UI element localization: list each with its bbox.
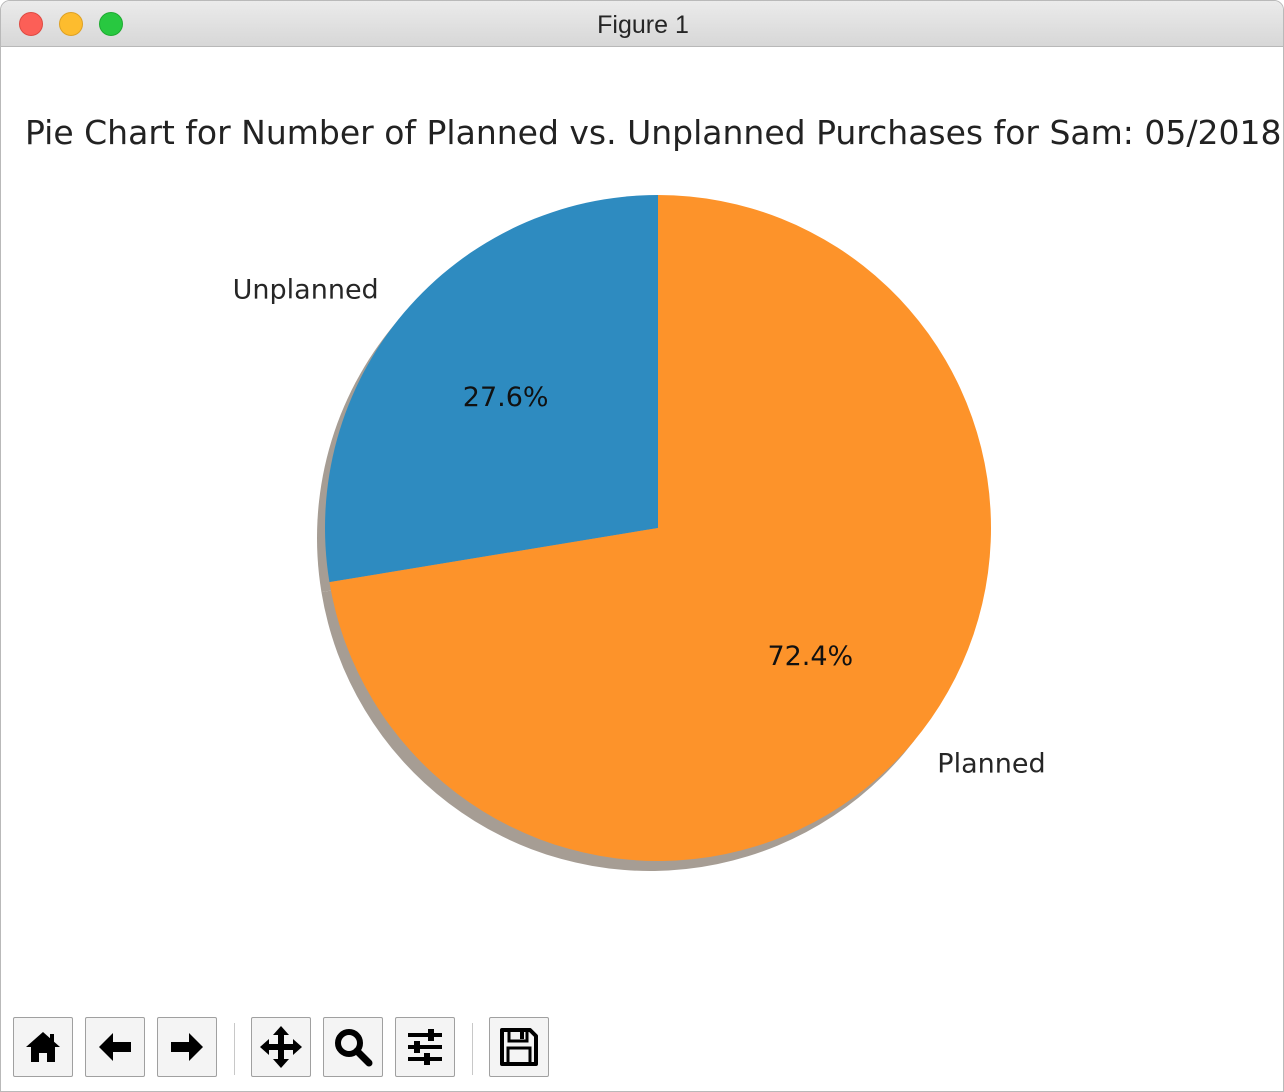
pan-button[interactable] — [251, 1017, 311, 1077]
arrow-left-icon — [99, 1033, 131, 1061]
pie-slice-planned — [329, 195, 992, 862]
title-bar: Figure 1 — [1, 1, 1283, 47]
minimize-window-button[interactable] — [59, 12, 83, 36]
zoom-button[interactable] — [323, 1017, 383, 1077]
configure-subplots-button[interactable] — [395, 1017, 455, 1077]
pie-percent-label-planned: 72.4% — [767, 641, 853, 672]
home-button[interactable] — [13, 1017, 73, 1077]
save-button[interactable] — [489, 1017, 549, 1077]
back-button[interactable] — [85, 1017, 145, 1077]
toolbar-separator — [472, 1023, 473, 1075]
arrow-right-icon — [171, 1033, 203, 1061]
pie-label-unplanned: Unplanned — [233, 274, 379, 305]
sliders-icon — [408, 1029, 442, 1065]
navigation-toolbar — [1, 1009, 1283, 1091]
pie-slice-unplanned — [325, 195, 658, 583]
pie-slices — [325, 195, 992, 862]
pie-labels: Unplanned 27.6% Planned 72.4% — [233, 274, 1046, 779]
move-icon — [260, 1026, 302, 1068]
toolbar-separator — [234, 1023, 235, 1075]
floppy-disk-icon — [500, 1028, 538, 1066]
magnifier-icon — [335, 1029, 373, 1067]
figure-canvas: Pie Chart for Number of Planned vs. Unpl… — [1, 47, 1283, 1009]
home-icon — [26, 1032, 60, 1062]
chart-title: Pie Chart for Number of Planned vs. Unpl… — [25, 113, 1281, 152]
pie-percent-label-unplanned: 27.6% — [463, 382, 549, 413]
forward-button[interactable] — [157, 1017, 217, 1077]
pie-chart: Pie Chart for Number of Planned vs. Unpl… — [25, 113, 1281, 871]
window-title: Figure 1 — [597, 11, 689, 39]
maximize-window-button[interactable] — [99, 12, 123, 36]
pie-label-planned: Planned — [937, 749, 1045, 780]
close-window-button[interactable] — [19, 12, 43, 36]
